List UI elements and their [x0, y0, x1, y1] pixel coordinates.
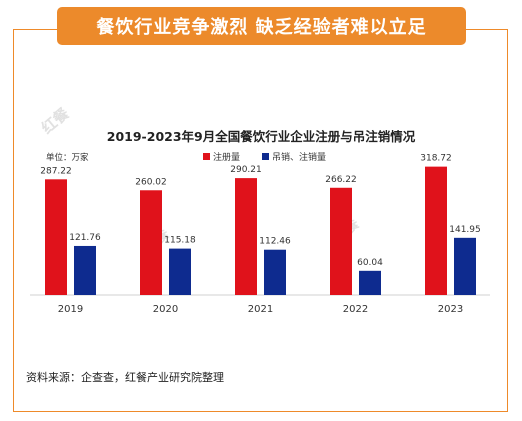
bar-cancellations-2021 [264, 249, 286, 295]
data-label: 115.18 [164, 236, 196, 246]
bar-cancellations-2022 [359, 270, 381, 295]
bar-registrations-2023 [425, 166, 447, 295]
x-tick-label: 2023 [438, 304, 463, 315]
bar-registrations-2020 [140, 190, 162, 295]
bar-registrations-2019 [45, 179, 67, 295]
data-label: 318.72 [420, 154, 452, 164]
bar-cancellations-2019 [74, 245, 96, 295]
bar-cancellations-2020 [169, 248, 191, 295]
bars-group: 287.22 121.76 2019 260.02 115.18 2020 290.21 11… [40, 154, 481, 315]
data-label: 266.22 [325, 175, 357, 185]
source-note: 资料来源：企查查，红餐产业研究院整理 [26, 371, 224, 384]
data-label: 60.04 [357, 258, 383, 268]
x-tick-label: 2022 [343, 304, 368, 315]
legend-swatch-series2 [262, 153, 269, 160]
data-label: 121.76 [69, 233, 101, 243]
chart-title: 2019-2023年9月全国餐饮行业企业注册与吊注销情况 [107, 129, 416, 144]
data-label: 287.22 [40, 166, 72, 176]
bar-registrations-2022 [330, 187, 352, 295]
legend-label-series1: 注册量 [213, 151, 240, 163]
legend: 注册量 吊销、注销量 [203, 151, 326, 163]
legend-swatch-series1 [203, 153, 210, 160]
data-label: 141.95 [449, 225, 481, 235]
bar-cancellations-2023 [454, 237, 476, 295]
x-tick-label: 2020 [153, 304, 178, 315]
x-tick-label: 2019 [58, 304, 83, 315]
legend-label-series2: 吊销、注销量 [272, 151, 326, 163]
data-label: 290.21 [230, 165, 262, 175]
banner-title: 餐饮行业竞争激烈 缺乏经验者难以立足 [57, 7, 466, 45]
bar-registrations-2021 [235, 178, 257, 295]
chart-unit: 单位：万家 [46, 152, 89, 163]
data-label: 112.46 [259, 237, 291, 247]
x-tick-label: 2021 [248, 304, 273, 315]
data-label: 260.02 [135, 177, 167, 187]
